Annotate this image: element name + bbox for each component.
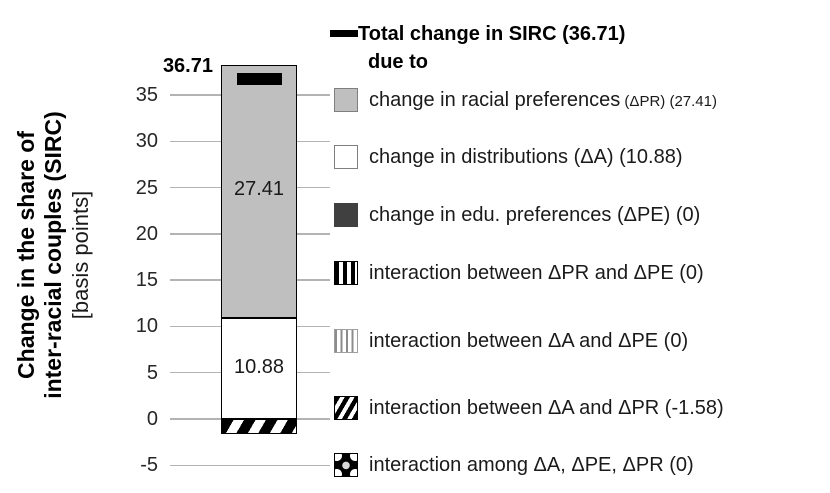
y-tick-label: 5	[146, 361, 158, 384]
legend-swatch-darkgray-icon	[334, 203, 358, 227]
legend-entry-label: interaction between ΔPR and ΔPE (0)	[369, 261, 704, 284]
legend-swatch-vstripe-bold-icon	[334, 261, 358, 285]
y-tick-label: 10	[135, 315, 158, 338]
y-tick-label: 0	[146, 408, 158, 430]
legend-entry-label: interaction among ΔA, ΔPE, ΔPR (0)	[369, 453, 694, 476]
legend-swatch-diag-icon	[334, 396, 358, 420]
y-tick-label: 35	[135, 84, 158, 107]
legend-header: Total change in SIRC (36.71) due to	[330, 20, 625, 76]
legend-swatch-vstripe-thin-icon	[334, 329, 358, 353]
total-marker	[237, 73, 282, 86]
legend-header-line1: Total change in SIRC (36.71)	[358, 23, 626, 45]
legend-entry-label: change in distributions (ΔA) (10.88)	[369, 145, 683, 168]
legend-entry: interaction between ΔA and ΔPR (-1.58)	[334, 394, 724, 422]
gridline	[170, 464, 330, 467]
legend-entry: change in distributions (ΔA) (10.88)	[334, 143, 683, 171]
total-value-label: 36.71	[162, 55, 213, 78]
legend-entry: interaction between ΔPR and ΔPE (0)	[334, 259, 704, 287]
y-tick-label: 20	[135, 222, 158, 245]
legend-entry: change in edu. preferences (ΔPE) (0)	[334, 201, 700, 229]
legend-entry: change in racial preferences (ΔPR) (27.4…	[334, 86, 717, 114]
legend-entry-label-suffix: (ΔPR) (27.41)	[620, 92, 717, 110]
bar-segment-value: 10.88	[233, 355, 285, 378]
legend-swatch-gray-icon	[334, 88, 358, 112]
legend-entry-label: interaction between ΔA and ΔPE (0)	[369, 329, 689, 352]
bar-segment	[221, 318, 297, 419]
legend-entry-label: change in racial preferences (ΔPR) (27.4…	[369, 88, 717, 111]
legend-entry-label: interaction between ΔA and ΔPR (-1.58)	[369, 396, 724, 419]
legend-entry: interaction between ΔA and ΔPE (0)	[334, 327, 688, 355]
total-line-icon	[330, 30, 358, 37]
bar-segment-value: 27.41	[233, 178, 285, 201]
legend-swatch-white-icon	[334, 145, 358, 169]
bar-segment	[221, 64, 297, 319]
y-tick-label: -5	[140, 454, 158, 477]
legend-swatch-dots-icon	[334, 453, 358, 477]
y-tick-label: 15	[135, 269, 158, 292]
legend-header-text: Total change in SIRC (36.71) due to	[358, 20, 625, 76]
legend: Total change in SIRC (36.71) due to chan…	[330, 0, 830, 493]
legend-header-line2: due to	[368, 51, 428, 73]
y-tick-label: 25	[135, 176, 158, 199]
legend-entry: interaction among ΔA, ΔPE, ΔPR (0)	[334, 451, 694, 479]
legend-entry-label: change in edu. preferences (ΔPE) (0)	[369, 203, 701, 226]
bar-segment	[221, 419, 297, 434]
y-tick-label: 30	[135, 130, 158, 153]
